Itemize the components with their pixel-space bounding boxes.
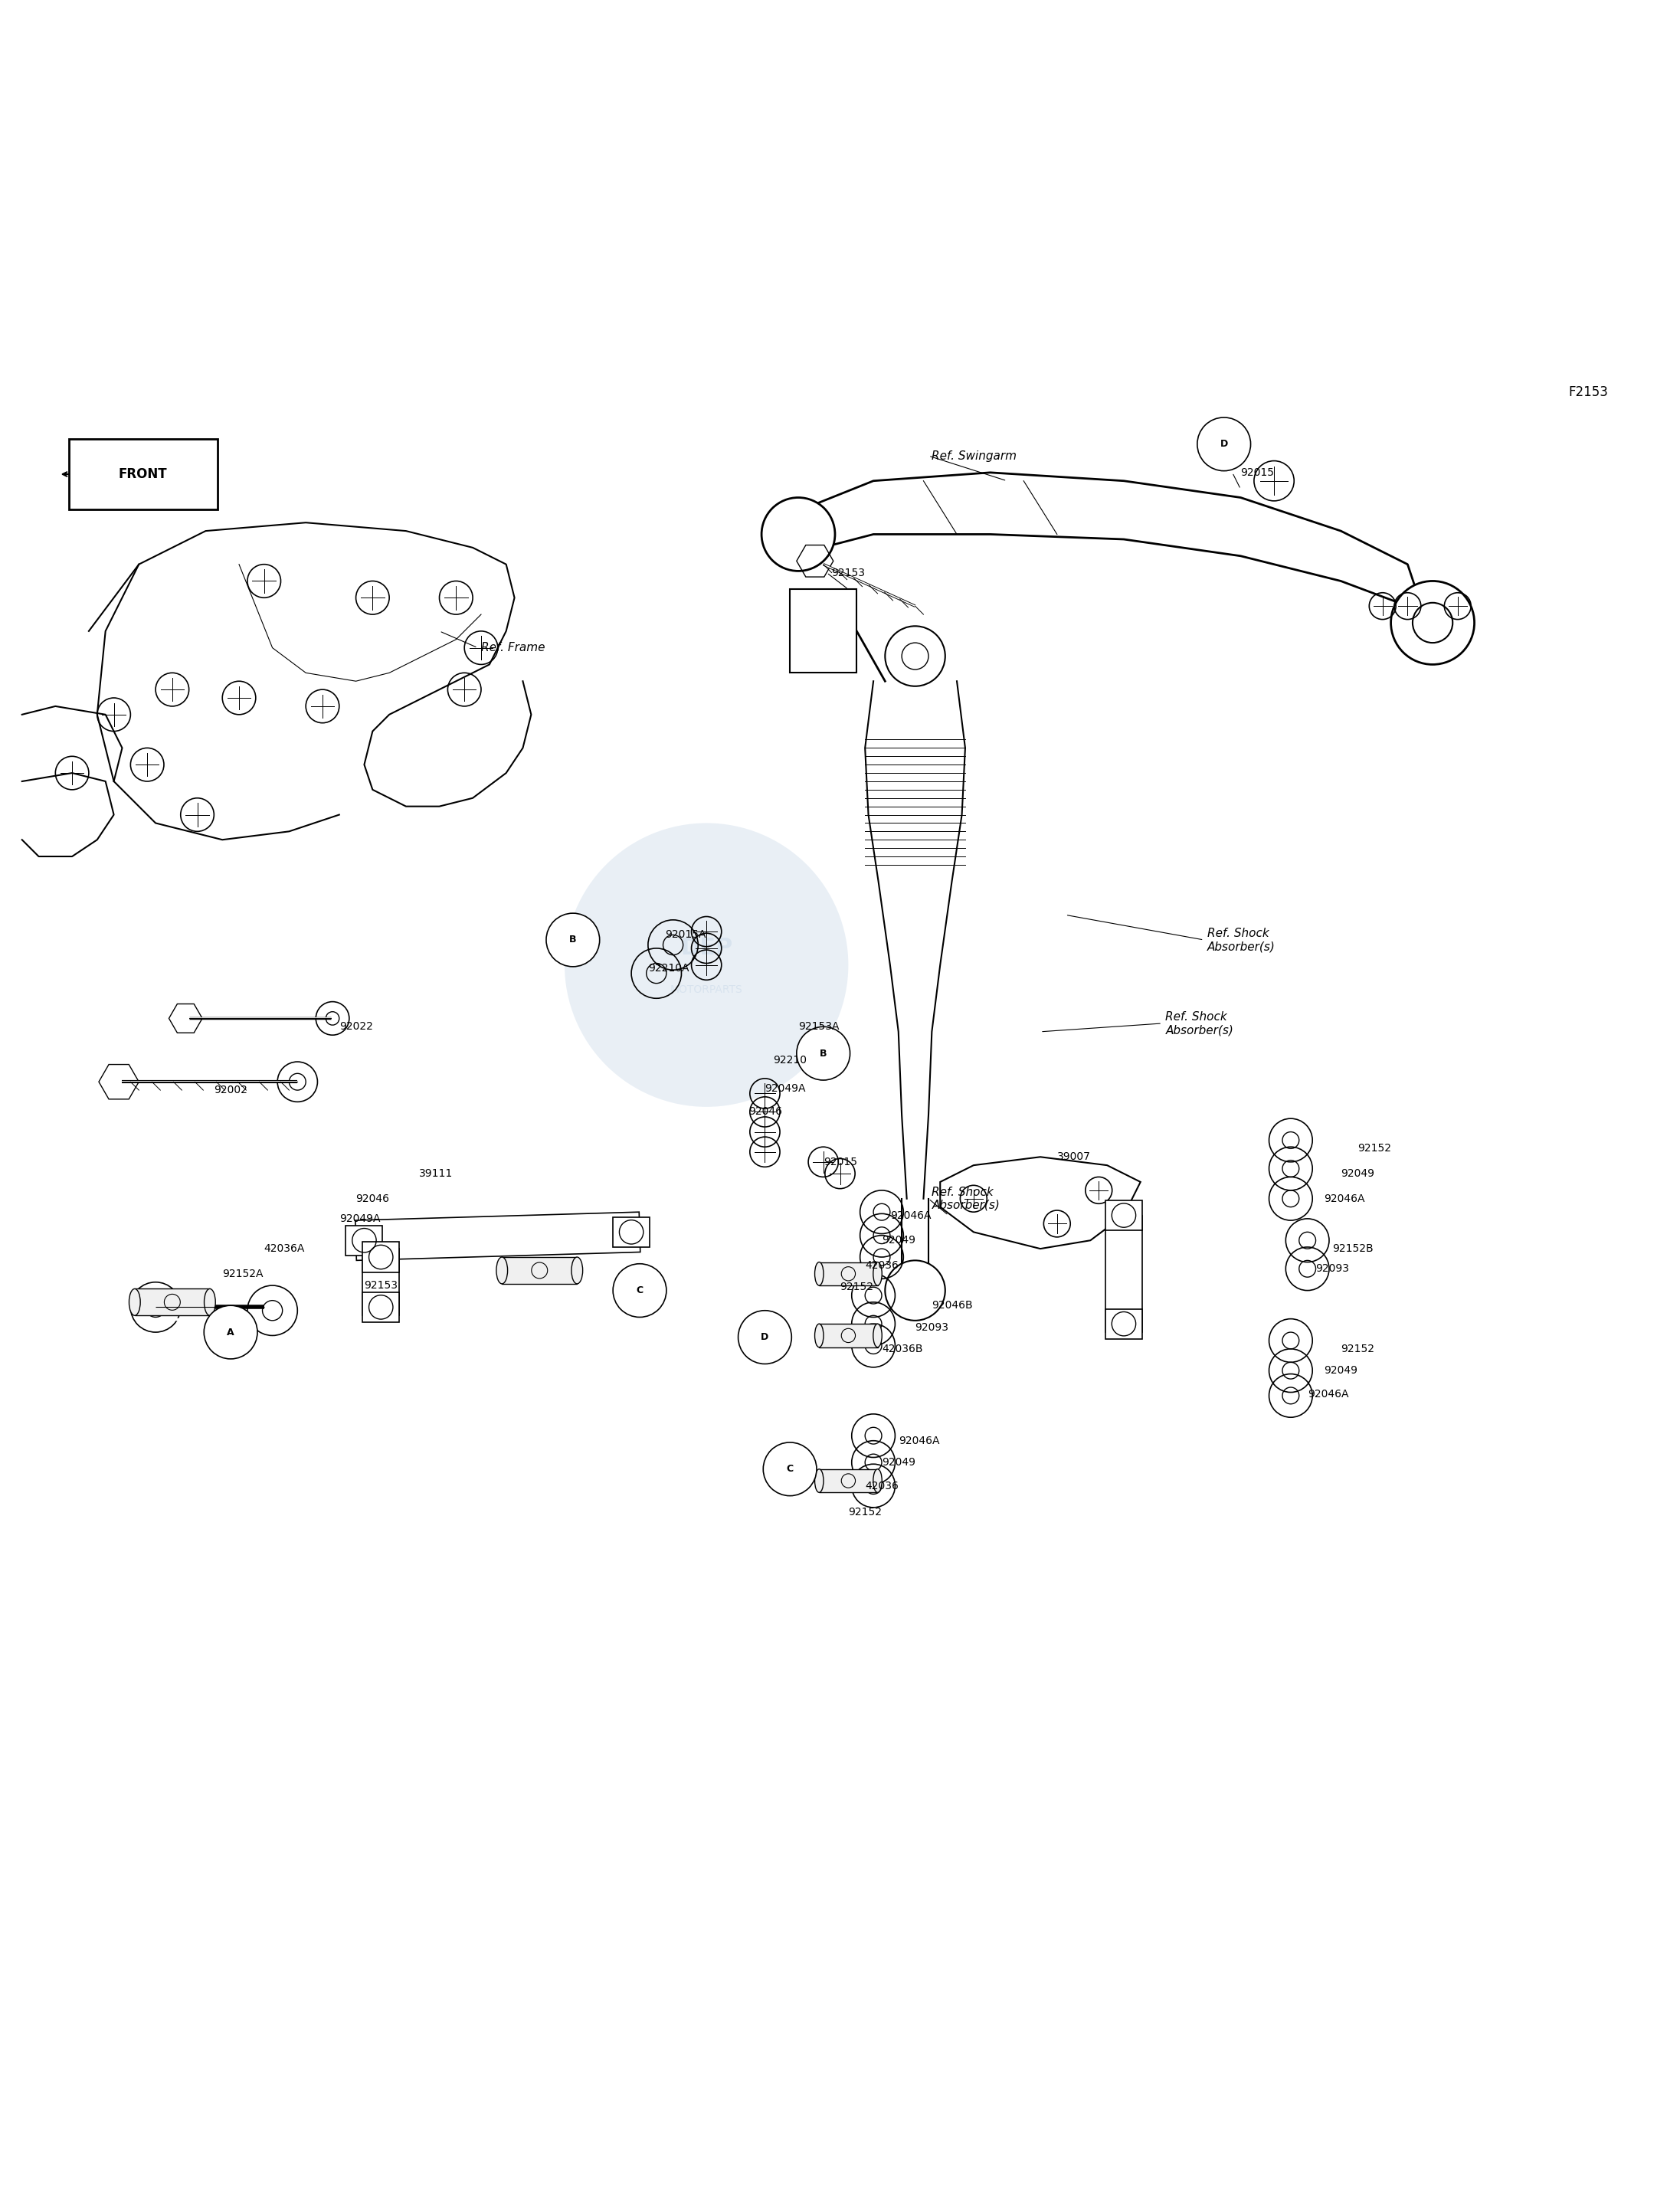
Circle shape	[738, 1309, 791, 1364]
Ellipse shape	[874, 1261, 882, 1285]
Text: 42036B: 42036B	[882, 1345, 922, 1353]
Polygon shape	[354, 1213, 640, 1261]
Ellipse shape	[874, 1470, 882, 1492]
Text: 92153: 92153	[832, 567, 865, 578]
Text: 92152: 92152	[1341, 1345, 1374, 1353]
Text: C: C	[637, 1285, 643, 1296]
Text: 92015: 92015	[823, 1156, 857, 1167]
Text: 92093: 92093	[916, 1323, 949, 1334]
Text: 92152: 92152	[848, 1507, 882, 1518]
Bar	[613, 1217, 650, 1248]
Bar	[502, 1257, 576, 1283]
Text: Ref. Shock
Absorber(s): Ref. Shock Absorber(s)	[932, 1186, 1000, 1211]
Bar	[790, 589, 857, 672]
Text: 39111: 39111	[420, 1169, 454, 1180]
Text: Ref. Frame: Ref. Frame	[480, 642, 544, 653]
Text: 92093: 92093	[1315, 1263, 1349, 1274]
Text: 92002: 92002	[213, 1085, 247, 1096]
Text: B: B	[820, 1048, 827, 1059]
Text: F2153: F2153	[1567, 384, 1608, 400]
Text: 92152A: 92152A	[222, 1268, 264, 1279]
Text: 92152: 92152	[840, 1281, 874, 1292]
Text: B: B	[570, 936, 576, 945]
Ellipse shape	[815, 1470, 823, 1492]
Text: 92046A: 92046A	[1324, 1193, 1366, 1204]
Bar	[1105, 1200, 1142, 1230]
Text: 92049: 92049	[1324, 1364, 1357, 1375]
Polygon shape	[941, 1158, 1141, 1248]
Text: A: A	[227, 1327, 235, 1338]
Text: 92046A: 92046A	[1307, 1389, 1349, 1399]
Text: Ref. Shock
Absorber(s): Ref. Shock Absorber(s)	[1208, 927, 1275, 951]
Text: 92152: 92152	[1357, 1142, 1391, 1153]
Ellipse shape	[815, 1325, 823, 1347]
Text: 92046A: 92046A	[899, 1435, 939, 1446]
Bar	[1105, 1309, 1142, 1338]
Text: 92049: 92049	[882, 1457, 916, 1468]
Polygon shape	[1105, 1215, 1142, 1331]
Ellipse shape	[874, 1325, 882, 1347]
Text: Ref. Shock
Absorber(s): Ref. Shock Absorber(s)	[1166, 1011, 1233, 1035]
Text: 92022: 92022	[339, 1022, 373, 1033]
Ellipse shape	[815, 1261, 823, 1285]
Text: 42036A: 42036A	[264, 1244, 306, 1254]
Text: C: C	[786, 1463, 793, 1474]
Text: D: D	[1220, 439, 1228, 448]
Polygon shape	[363, 1248, 400, 1316]
Bar	[820, 1470, 877, 1492]
Text: 92152B: 92152B	[1332, 1244, 1374, 1254]
Circle shape	[885, 626, 946, 685]
Bar	[363, 1241, 400, 1272]
Circle shape	[546, 914, 600, 967]
Circle shape	[763, 1443, 816, 1496]
Ellipse shape	[205, 1290, 215, 1316]
Circle shape	[796, 1026, 850, 1081]
Bar	[820, 1325, 877, 1347]
Text: 92046: 92046	[356, 1193, 390, 1204]
Text: 92046A: 92046A	[890, 1211, 931, 1222]
Text: 39007: 39007	[1057, 1151, 1090, 1162]
Circle shape	[761, 497, 835, 571]
Text: 92015A: 92015A	[665, 929, 706, 940]
Circle shape	[203, 1305, 257, 1360]
FancyBboxPatch shape	[69, 439, 217, 510]
Circle shape	[885, 1261, 946, 1320]
Ellipse shape	[571, 1257, 583, 1283]
Text: 92210: 92210	[773, 1055, 806, 1066]
Bar	[134, 1290, 210, 1316]
Circle shape	[613, 1263, 667, 1318]
Circle shape	[1391, 580, 1475, 663]
Text: 92210A: 92210A	[648, 962, 689, 973]
Circle shape	[1198, 417, 1250, 470]
Circle shape	[564, 824, 848, 1107]
Ellipse shape	[129, 1290, 141, 1316]
Text: Ref. Swingarm: Ref. Swingarm	[932, 450, 1016, 461]
Text: 92049: 92049	[1341, 1169, 1374, 1180]
Text: MOTORPARTS: MOTORPARTS	[670, 984, 743, 995]
Text: 92046B: 92046B	[932, 1301, 973, 1312]
Text: 92046: 92046	[748, 1107, 781, 1118]
Text: 92049A: 92049A	[339, 1213, 380, 1224]
Text: 92049: 92049	[882, 1235, 916, 1246]
Text: D: D	[761, 1331, 769, 1342]
Text: 92153: 92153	[365, 1281, 398, 1292]
Text: 42036: 42036	[865, 1261, 899, 1270]
Text: 42036: 42036	[865, 1481, 899, 1492]
Bar	[820, 1261, 877, 1285]
Bar	[363, 1292, 400, 1323]
Bar	[346, 1226, 383, 1254]
Text: DEP: DEP	[680, 938, 732, 960]
Text: FRONT: FRONT	[119, 468, 168, 481]
Text: 92153A: 92153A	[798, 1022, 840, 1033]
Text: 92015: 92015	[1240, 468, 1275, 479]
Ellipse shape	[496, 1257, 507, 1283]
Text: 92049A: 92049A	[764, 1083, 806, 1094]
